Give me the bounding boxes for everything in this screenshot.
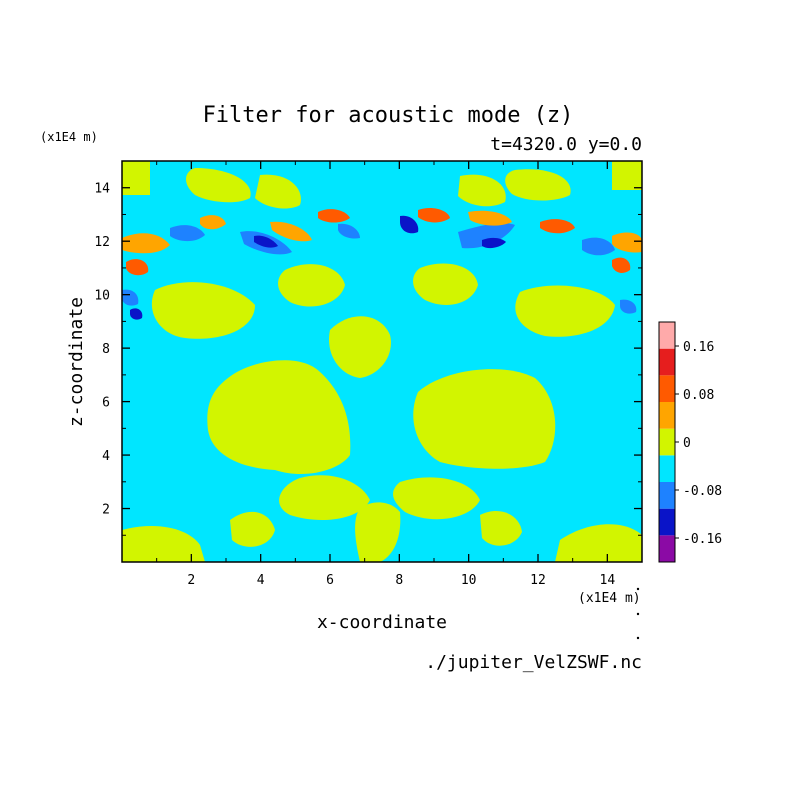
marker-dot — [636, 612, 640, 616]
y-tick-label: 12 — [94, 235, 110, 250]
contour-region — [278, 264, 345, 307]
y-tick-label: 8 — [102, 342, 110, 357]
contour-region — [612, 161, 642, 190]
contour-region — [355, 502, 401, 562]
contour-region — [170, 225, 205, 242]
y-tick-label: 14 — [94, 182, 110, 197]
contour-region — [458, 174, 506, 207]
contour-region — [255, 174, 301, 209]
contour-region — [515, 285, 615, 337]
y-tick-label: 10 — [94, 289, 110, 304]
contour-region — [207, 360, 351, 475]
contour-region — [151, 282, 255, 339]
x-tick-label: 14 — [600, 573, 616, 588]
contour-region — [372, 458, 389, 476]
y-tick-label: 2 — [102, 503, 110, 518]
contour-region — [458, 223, 515, 249]
colorbar-segment — [659, 535, 675, 562]
contour-region — [620, 299, 637, 314]
colorbar-segment — [659, 402, 675, 429]
y-tick-label: 4 — [102, 449, 110, 464]
contour-region — [270, 221, 312, 242]
marker-dot — [636, 587, 640, 591]
contour-region — [505, 169, 571, 201]
contour-region — [612, 232, 642, 253]
contour-region — [122, 161, 150, 195]
x-tick-label: 6 — [326, 573, 334, 588]
contour-region — [122, 233, 170, 254]
colorbar-segment — [659, 375, 675, 402]
contour-region — [468, 210, 512, 226]
contour-region — [338, 223, 360, 239]
contour-region — [612, 257, 631, 273]
x-axis: 2 4 6 8 10 12 14 — [156, 161, 616, 588]
contour-region — [375, 260, 395, 276]
x-unit-label: (x1E4 m) — [578, 591, 641, 606]
y-unit-label: (x1E4 m) — [40, 130, 98, 144]
contour-region — [318, 209, 350, 223]
x-tick-label: 2 — [187, 573, 195, 588]
x-tick-label: 4 — [257, 573, 265, 588]
contour-region — [400, 215, 419, 234]
colorbar-tick-label: -0.08 — [683, 484, 722, 499]
contour-region — [418, 207, 450, 223]
contour-region — [480, 511, 522, 546]
contour-region — [254, 235, 278, 248]
contour-region — [329, 316, 391, 378]
colorbar-segment — [659, 508, 675, 536]
x-axis-label: x-coordinate — [317, 612, 447, 633]
contour-region — [122, 289, 139, 306]
colorbar: 0.16 0.08 0 -0.08 -0.16 — [658, 321, 722, 563]
y-axis: 2 4 6 8 10 12 14 — [94, 182, 642, 536]
colorbar-tick-label: 0.08 — [683, 388, 714, 403]
contour-region — [370, 418, 386, 437]
contour-region — [230, 511, 275, 547]
colorbar-tick-label: 0 — [683, 436, 691, 451]
contour-region — [200, 215, 226, 230]
contour-region — [126, 259, 149, 276]
contour-region — [393, 477, 480, 520]
marker-dot — [636, 636, 640, 640]
x-tick-label: 8 — [395, 573, 403, 588]
contour-region — [482, 237, 506, 249]
contour-region — [413, 263, 478, 305]
colorbar-segment — [659, 455, 675, 482]
plot-area — [121, 160, 643, 563]
contour-region — [540, 219, 575, 234]
contour-region — [555, 524, 642, 562]
colorbar-tick-label: 0.16 — [683, 340, 714, 355]
x-tick-label: 10 — [461, 573, 477, 588]
chart-subtitle: t=4320.0 y=0.0 — [490, 134, 642, 155]
colorbar-segment — [659, 428, 675, 456]
contour-region — [582, 237, 615, 256]
contour-region — [122, 525, 205, 562]
source-file-label: ./jupiter_VelZSWF.nc — [425, 652, 642, 673]
plot-frame — [121, 160, 643, 563]
colorbar-segment — [659, 482, 675, 509]
chart-title: Filter for acoustic mode (z) — [203, 103, 574, 128]
contour-region — [186, 168, 251, 203]
contour-region — [413, 369, 556, 469]
contour-region — [130, 308, 143, 320]
y-axis-label: z-coordinate — [66, 297, 87, 427]
contour-field — [122, 161, 642, 562]
x-tick-label: 12 — [530, 573, 546, 588]
contour-region — [279, 475, 370, 520]
colorbar-segment — [659, 348, 675, 376]
colorbar-segment — [659, 322, 675, 349]
y-tick-label: 6 — [102, 396, 110, 411]
colorbar-tick-label: -0.16 — [683, 532, 722, 547]
